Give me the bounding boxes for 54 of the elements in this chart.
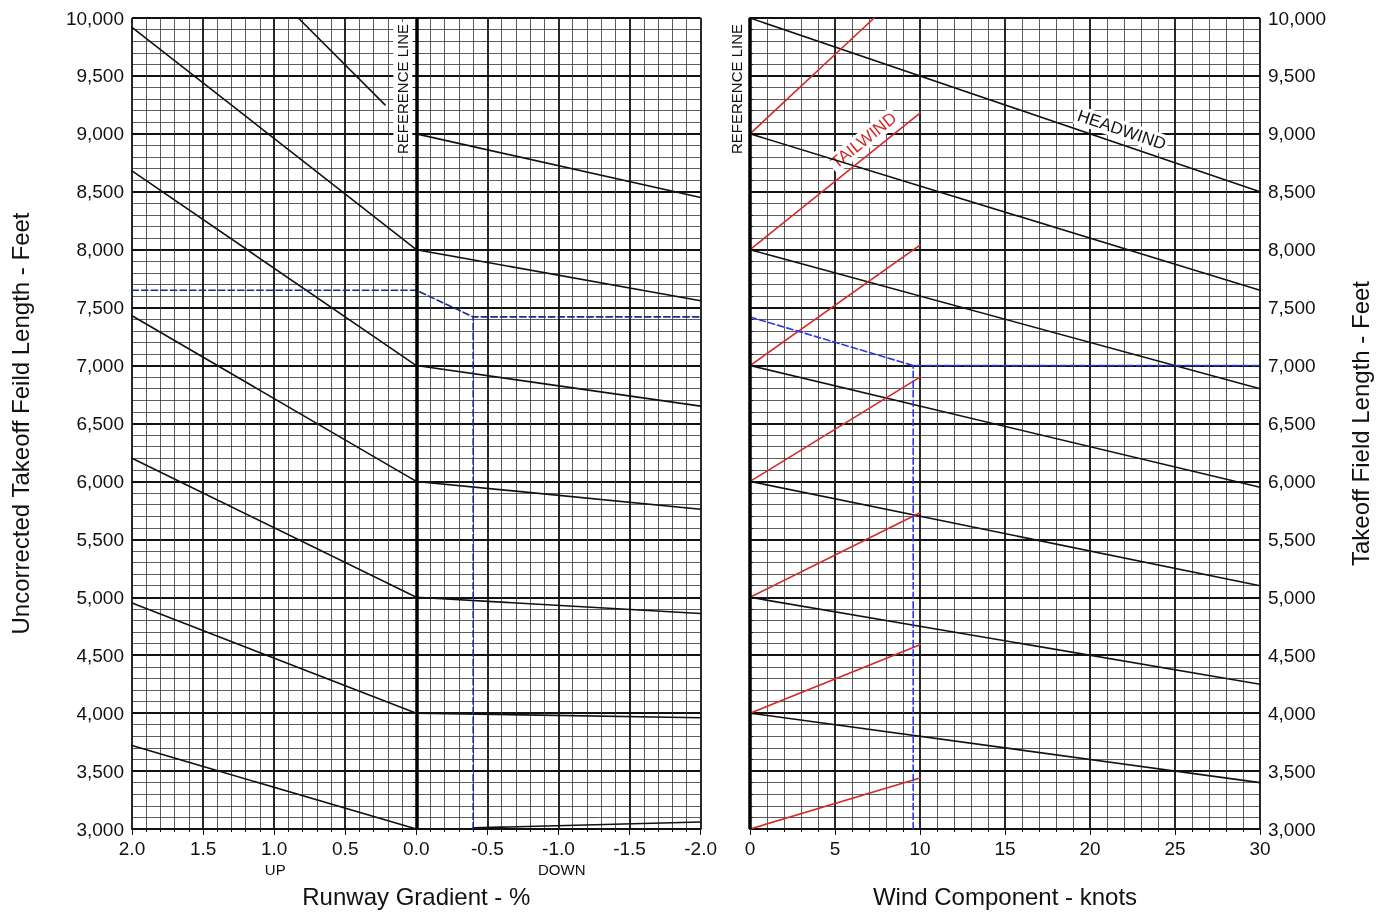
text: DOWN: [538, 860, 586, 878]
y-tick-label: 3,000: [1268, 818, 1316, 840]
y-tick-label: 4,500: [76, 644, 124, 666]
x-axis-title: Wind Component - knots: [872, 882, 1138, 910]
x-tick-label: 0.0: [403, 838, 430, 859]
x-tick-label: 30: [1249, 838, 1271, 859]
y-tick-label: 4,500: [1268, 644, 1316, 666]
x-tick-label: 1.5: [189, 838, 217, 859]
y-tick-label: 3,500: [76, 760, 124, 782]
x-tick-label: -1.0: [542, 838, 575, 859]
x-tick-label: 0.5: [332, 838, 359, 859]
y-tick-label: 7,000: [1268, 355, 1316, 377]
y-tick-label: 3,000: [76, 818, 124, 840]
ref-line-label: REFERENCE LINE: [728, 24, 745, 155]
y-tick-label: 6,000: [76, 470, 124, 492]
x-tick-label: -0.5: [471, 838, 504, 859]
x-tick-label: 0: [744, 838, 756, 859]
x-tick-label: -1.5: [613, 838, 646, 859]
x-tick-label: 5: [829, 838, 841, 859]
y-axis-title: Takeoff Field Length - Feet: [1346, 280, 1374, 567]
text: UP: [264, 860, 286, 878]
y-tick-label: 5,000: [76, 586, 124, 608]
y-tick-label: 6,000: [1268, 470, 1316, 492]
x-tick-label: 1.0: [260, 838, 288, 859]
y-tick-label: 10,000: [65, 7, 124, 29]
y-tick-label: 8,000: [1268, 239, 1316, 261]
x-tick-label: -2.0: [684, 838, 718, 859]
y-tick-label: 5,000: [1268, 586, 1316, 608]
y-tick-label: 8,500: [1268, 181, 1316, 203]
y-tick-label: 9,000: [1268, 123, 1316, 145]
x-axis-title: Runway Gradient - %: [302, 882, 531, 910]
y-axis-title: Uncorrected Takeoff Feild Length - Feet: [6, 212, 34, 635]
y-tick-label: 9,500: [1268, 65, 1316, 87]
y-tick-label: 4,000: [1268, 702, 1316, 724]
x-tick-label: 2.0: [118, 838, 146, 859]
x-tick-label: 15: [994, 838, 1016, 859]
y-tick-label: 7,500: [1268, 297, 1316, 319]
y-tick-label: 8,500: [76, 181, 124, 203]
y-tick-label: 6,500: [76, 413, 124, 434]
x-tick-label: 20: [1079, 838, 1101, 859]
x-tick-label: 25: [1164, 838, 1186, 859]
y-tick-label: 6,500: [1268, 413, 1316, 434]
y-tick-label: 7,500: [76, 297, 124, 319]
ref-line-label: REFERENCE LINE: [394, 24, 412, 155]
y-tick-label: 9,500: [76, 65, 124, 87]
y-tick-label: 9,000: [76, 123, 124, 145]
y-tick-label: 3,500: [1268, 760, 1316, 782]
y-tick-label: 5,500: [76, 528, 124, 550]
y-tick-label: 8,000: [76, 239, 124, 261]
y-tick-label: 7,000: [76, 355, 124, 377]
x-tick-label: 10: [909, 838, 931, 859]
y-tick-label: 10,000: [1268, 7, 1327, 29]
y-tick-label: 5,500: [1268, 528, 1316, 550]
y-tick-label: 4,000: [76, 702, 124, 724]
